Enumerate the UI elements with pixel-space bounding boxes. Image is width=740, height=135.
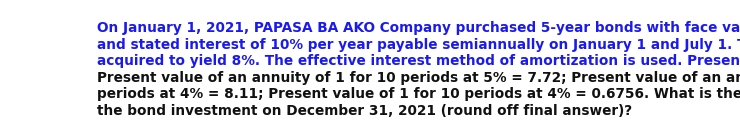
Text: acquired to yield 8%. The effective interest method of amortization is used. Pre: acquired to yield 8%. The effective inte… bbox=[97, 54, 740, 68]
Text: the bond investment on December 31, 2021 (round off final answer)?: the bond investment on December 31, 2021… bbox=[97, 104, 632, 118]
Text: periods at 4% = 8.11; Present value of 1 for 10 periods at 4% = 0.6756. What is : periods at 4% = 8.11; Present value of 1… bbox=[97, 87, 740, 101]
Text: On January 1, 2021, PAPASA BA AKO Company purchased 5-year bonds with face value: On January 1, 2021, PAPASA BA AKO Compan… bbox=[97, 21, 740, 35]
Text: and stated interest of 10% per year payable semiannually on January 1 and July 1: and stated interest of 10% per year paya… bbox=[97, 38, 740, 52]
Text: Present value of an annuity of 1 for 10 periods at 5% = 7.72; Present value of a: Present value of an annuity of 1 for 10 … bbox=[97, 71, 740, 85]
